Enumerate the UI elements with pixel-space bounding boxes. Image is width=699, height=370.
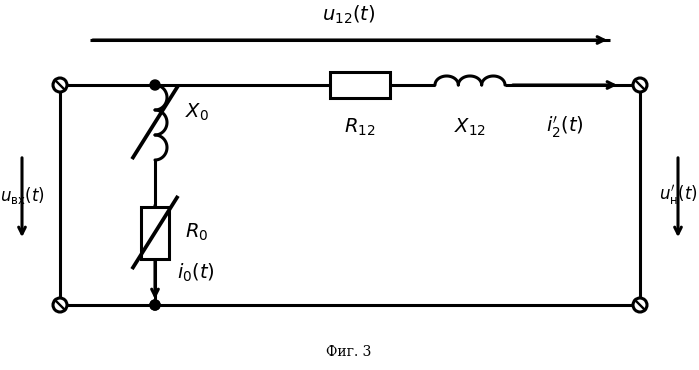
Text: $R_{12}$: $R_{12}$ <box>345 116 376 138</box>
Text: $i_0(t)$: $i_0(t)$ <box>177 262 215 284</box>
Text: $u_{\rm н}^{\prime}(t)$: $u_{\rm н}^{\prime}(t)$ <box>658 183 698 207</box>
Text: $R_0$: $R_0$ <box>185 222 208 243</box>
Text: $u_{12}(t)$: $u_{12}(t)$ <box>322 4 376 26</box>
Text: $u_{\rm вх}(t)$: $u_{\rm вх}(t)$ <box>0 185 45 205</box>
Bar <box>141 206 169 259</box>
Circle shape <box>150 300 160 310</box>
Text: $X_{12}$: $X_{12}$ <box>454 116 486 138</box>
Bar <box>330 72 390 98</box>
Text: Фиг. 3: Фиг. 3 <box>326 345 372 359</box>
Circle shape <box>150 300 160 310</box>
Circle shape <box>150 80 160 90</box>
Text: $X_0$: $X_0$ <box>185 102 209 123</box>
Text: $i_2^{\prime}(t)$: $i_2^{\prime}(t)$ <box>546 114 584 140</box>
